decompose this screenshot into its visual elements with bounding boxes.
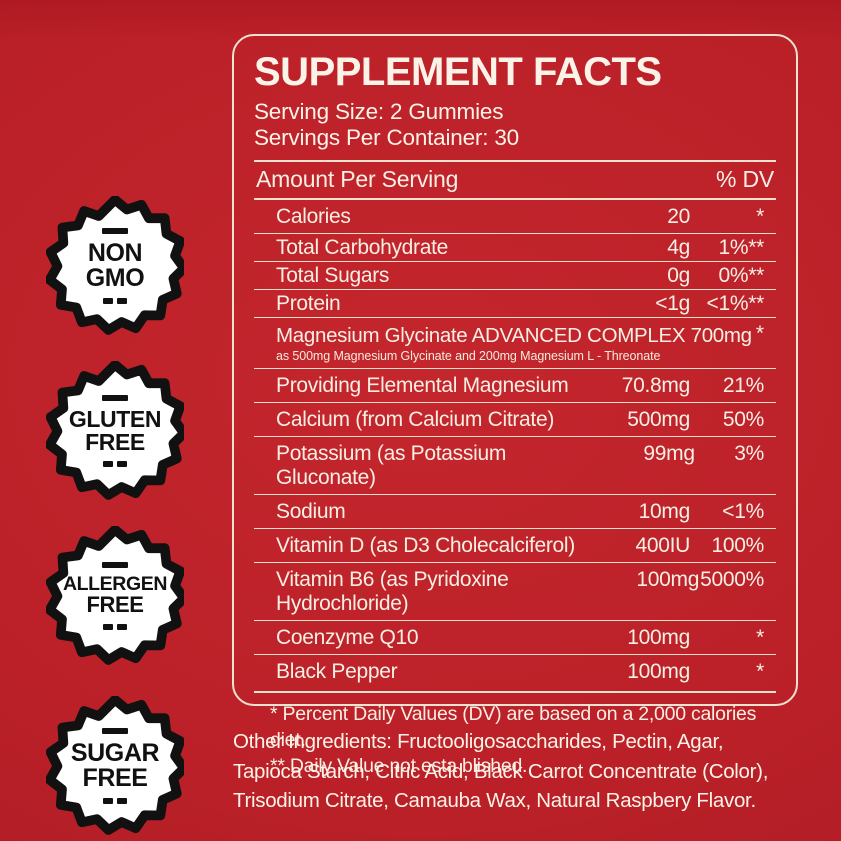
nutrient-name: Vitamin D (as D3 Cholecalciferol) <box>276 534 575 558</box>
badge-top-dash <box>102 394 128 401</box>
other-ingredients-line-1: Other Ingredients: Fructooligosaccharide… <box>233 730 724 753</box>
footnote-single-star: * Percent Daily Values (DV) are based on… <box>270 703 757 752</box>
nutrient-amount: 4g <box>667 236 690 260</box>
nutrient-table: Calories 20 * Total Carbohydrate 4g 1%**… <box>254 200 776 688</box>
nutrient-name: Protein <box>276 292 341 316</box>
badge-top-dash <box>102 228 128 234</box>
nutrient-dv: 21% <box>722 374 764 398</box>
nutrient-dv: * <box>756 660 764 684</box>
nutrient-amount: 500mg <box>627 408 690 432</box>
badge-label: ALLERGEN FREE <box>62 573 168 618</box>
starburst-seal-icon <box>46 196 184 335</box>
badge-label: GLUTEN FREE <box>68 405 162 455</box>
badge-allergen-free: ALLERGEN FREE <box>46 526 184 666</box>
nutrient-dv: 1%** <box>718 236 765 260</box>
badge-gluten-free: GLUTEN FREE <box>46 361 184 501</box>
other-ingredients: Other Ingredients: Fructooligosaccharide… <box>233 727 813 816</box>
nutrient-name: Sodium <box>276 500 346 524</box>
nutrient-amount: 400IU <box>635 534 690 558</box>
footnotes: * Percent Daily Values (DV) are based on… <box>254 693 776 780</box>
amount-per-serving-header: Amount Per Serving % DV <box>254 162 776 198</box>
divider <box>254 198 776 201</box>
nutrient-amount: 99mg <box>643 442 695 466</box>
nutrient-dv: * <box>756 626 764 650</box>
complex-name: Magnesium Glycinate ADVANCED COMPLEX 700… <box>276 324 752 348</box>
nutrient-dv: 100% <box>711 534 764 558</box>
footnote-double-star: ** Daily Value not esta blished. <box>270 755 528 778</box>
certification-badge-column: NON GMO GLUTEN FREE ALLERGEN FREE <box>0 0 230 841</box>
supplement-facts-panel: SUPPLEMENT FACTS Serving Size: 2 Gummies… <box>232 34 798 777</box>
dv-column-header: % DV <box>716 166 774 193</box>
nutrient-name: Black Pepper <box>276 660 398 684</box>
badge-non-gmo: NON GMO <box>46 196 184 336</box>
badge-sugar-free: SUGAR FREE <box>46 696 184 836</box>
serving-size: Serving Size: 2 Gummies <box>254 98 504 124</box>
badge-bottom-dashes <box>103 798 127 804</box>
nutrient-dv: <1%** <box>706 292 765 316</box>
nutrient-dv: 0%** <box>718 264 765 288</box>
amount-per-serving-label: Amount Per Serving <box>256 166 459 193</box>
badge-label: SUGAR FREE <box>70 739 160 792</box>
badge-bottom-dashes <box>103 623 127 630</box>
nutrient-dv: 50% <box>722 408 764 432</box>
nutrient-dv: 3% <box>734 442 764 466</box>
nutrient-amount: 100mg <box>627 660 690 684</box>
nutrient-amount: 10mg <box>638 500 691 524</box>
nutrient-name: Total Sugars <box>276 264 390 288</box>
nutrient-amount: 0g <box>667 264 690 288</box>
nutrient-amount: 100mg <box>636 568 700 592</box>
table-row: Coenzyme Q10 100mg * <box>254 621 776 656</box>
starburst-seal-icon <box>46 361 184 500</box>
table-row: Vitamin D (as D3 Cholecalciferol) 400IU … <box>254 529 776 564</box>
nutrient-dv: * <box>756 205 764 229</box>
badge-top-dash <box>102 562 128 569</box>
table-row: Calories 20 * <box>254 200 776 235</box>
table-row: Vitamin B6 (as Pyridoxine Hydrochloride)… <box>254 563 776 622</box>
complex-dv: * <box>755 322 764 346</box>
nutrient-name: Total Carbohydrate <box>276 236 449 260</box>
nutrient-name: Providing Elemental Magnesium <box>276 374 569 398</box>
nutrient-amount: 20 <box>667 205 690 229</box>
starburst-seal-icon <box>46 696 184 835</box>
badge-bottom-dashes <box>103 298 127 304</box>
nutrient-name: Vitamin B6 (as Pyridoxine Hydrochloride) <box>276 568 509 616</box>
nutrient-dv: 5000% <box>700 568 764 592</box>
table-row: Black Pepper 100mg * <box>254 655 776 688</box>
table-row: Total Carbohydrate 4g 1%** <box>254 234 776 263</box>
table-row: Sodium 10mg <1% <box>254 495 776 530</box>
other-ingredients-line-2: Tapioca Starch, Citric Acid, Black Carro… <box>233 759 769 783</box>
table-row-complex: Magnesium Glycinate ADVANCED COMPLEX 700… <box>254 318 776 370</box>
table-row: Total Sugars 0g 0%** <box>254 262 776 291</box>
nutrient-amount: <1g <box>655 292 690 316</box>
table-row: Calcium (from Calcium Citrate) 500mg 50% <box>254 403 776 438</box>
badge-label: NON GMO <box>85 239 145 292</box>
nutrient-name: Calcium (from Calcium Citrate) <box>276 408 555 432</box>
nutrient-amount: 100mg <box>627 626 690 650</box>
complex-subtext: as 500mg Magnesium Glycinate and 200mg M… <box>276 349 661 364</box>
table-row: Potassium (as Potassium Gluconate) 99mg … <box>254 437 776 496</box>
nutrient-name: Potassium (as Potassium Gluconate) <box>276 442 507 490</box>
nutrient-amount: 70.8mg <box>621 374 691 398</box>
divider <box>254 160 776 163</box>
badge-top-dash <box>102 728 128 734</box>
starburst-seal-icon <box>46 526 184 665</box>
table-row: Protein <1g <1%** <box>254 290 776 319</box>
nutrient-name: Coenzyme Q10 <box>276 626 419 650</box>
table-row: Providing Elemental Magnesium 70.8mg 21% <box>254 369 776 404</box>
divider <box>254 691 776 694</box>
other-ingredients-line-3: Trisodium Citrate, Camauba Wax, Natural … <box>233 789 756 813</box>
nutrient-name: Calories <box>276 205 351 229</box>
servings-per-container: Servings Per Container: 30 <box>254 125 519 151</box>
page-title: SUPPLEMENT FACTS <box>254 50 662 94</box>
badge-bottom-dashes <box>103 461 127 468</box>
nutrient-dv: <1% <box>722 500 764 524</box>
serving-info: Serving Size: 2 Gummies Servings Per Con… <box>254 99 776 152</box>
